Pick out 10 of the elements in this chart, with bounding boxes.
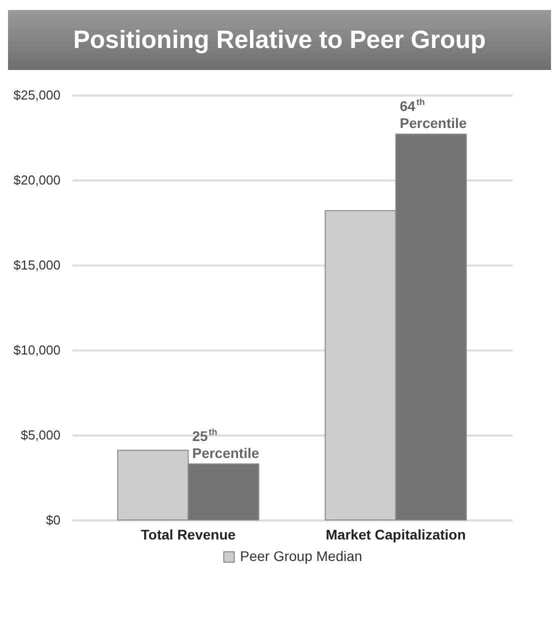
chart-title: Positioning Relative to Peer Group bbox=[8, 10, 551, 70]
y-tick-label: $10,000 bbox=[14, 342, 60, 358]
y-tick-label: $20,000 bbox=[14, 172, 60, 188]
x-tick-label: Total Revenue bbox=[140, 526, 236, 542]
legend-label: Peer Group Median bbox=[240, 548, 362, 564]
y-tick-label: $25,000 bbox=[14, 88, 60, 102]
x-tick-label: Market Capitalization bbox=[326, 526, 466, 542]
y-tick-label: $0 bbox=[46, 512, 60, 528]
y-tick-label: $5,000 bbox=[20, 428, 60, 442]
y-tick-label: $15,000 bbox=[14, 258, 60, 272]
